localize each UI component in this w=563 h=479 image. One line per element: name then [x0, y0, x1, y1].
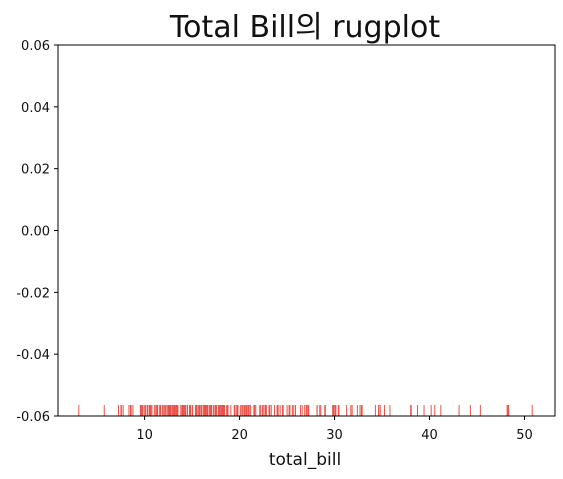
y-tick-label-0: -0.06: [16, 410, 50, 425]
y-tick-label-2: -0.02: [16, 286, 50, 301]
x-axis-label: total_bill: [269, 450, 341, 470]
plot-area: [58, 45, 555, 416]
plot-frame: [57, 44, 556, 417]
y-tick-label-3: 0.00: [21, 225, 50, 240]
rug-layer: [78, 405, 533, 416]
x-tick-label-3: 40: [421, 428, 438, 443]
y-axis-ticks: -0.06 -0.04 -0.02 0.00 0.02 0.04 0.06: [16, 39, 58, 425]
chart-title: Total Bill의 rugplot: [169, 10, 440, 45]
x-axis-ticks: 10 20 30 40 50: [136, 416, 533, 443]
y-tick-label-6: 0.06: [21, 39, 50, 54]
y-tick-label-1: -0.04: [16, 348, 50, 363]
x-tick-label-0: 10: [136, 428, 153, 443]
x-tick-label-2: 30: [326, 428, 343, 443]
x-tick-label-1: 20: [231, 428, 248, 443]
y-tick-label-5: 0.04: [21, 101, 50, 116]
y-tick-label-4: 0.02: [21, 163, 50, 178]
x-tick-label-4: 50: [516, 428, 533, 443]
